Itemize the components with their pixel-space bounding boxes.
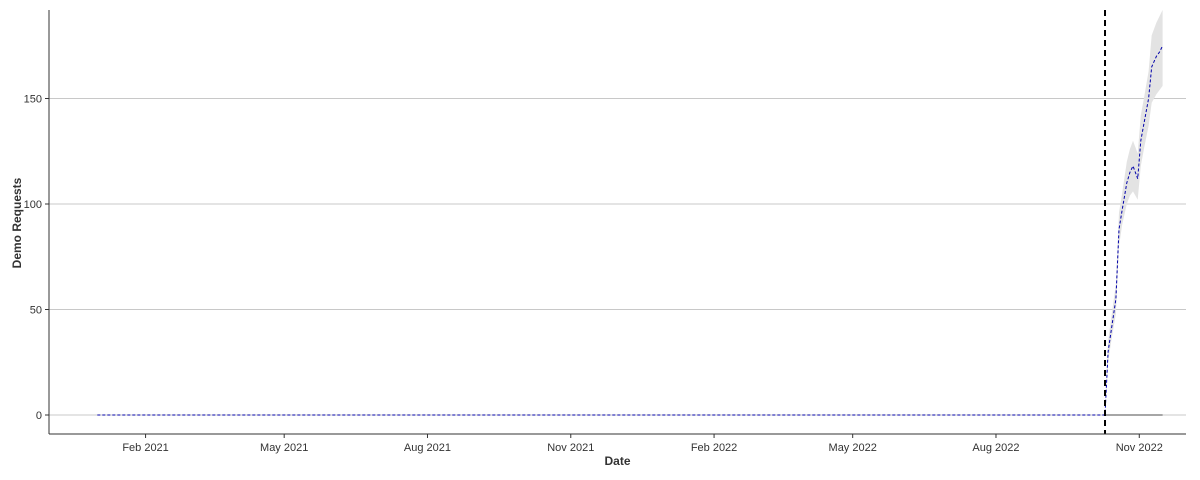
x-tick-label: Nov 2021 bbox=[547, 442, 594, 454]
x-axis-title: Date bbox=[604, 454, 630, 468]
x-tick-label: Feb 2022 bbox=[691, 442, 737, 454]
x-ticks: Feb 2021 May 2021 Aug 2021 Nov 2021 Feb 2022… bbox=[122, 434, 1163, 454]
y-tick-label: 50 bbox=[30, 305, 42, 317]
x-tick-label: Nov 2022 bbox=[1116, 442, 1163, 454]
confidence-band bbox=[1105, 9, 1163, 416]
y-tick-label: 100 bbox=[24, 199, 42, 211]
x-tick-label: Feb 2021 bbox=[122, 442, 168, 454]
x-tick-label: May 2021 bbox=[260, 442, 308, 454]
y-tick-label: 0 bbox=[36, 410, 42, 422]
y-ticks: 0 50 100 150 bbox=[24, 94, 49, 422]
y-tick-label: 150 bbox=[24, 94, 42, 106]
gridlines bbox=[49, 98, 1186, 416]
forecast-line bbox=[97, 45, 1164, 416]
y-axis-title: Demo Requests bbox=[10, 177, 24, 268]
x-tick-label: Aug 2022 bbox=[972, 442, 1019, 454]
x-tick-label: May 2022 bbox=[829, 442, 877, 454]
x-tick-label: Aug 2021 bbox=[404, 442, 451, 454]
